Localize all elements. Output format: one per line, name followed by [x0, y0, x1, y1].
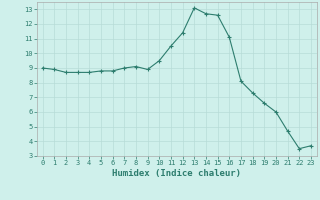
X-axis label: Humidex (Indice chaleur): Humidex (Indice chaleur) [112, 169, 241, 178]
